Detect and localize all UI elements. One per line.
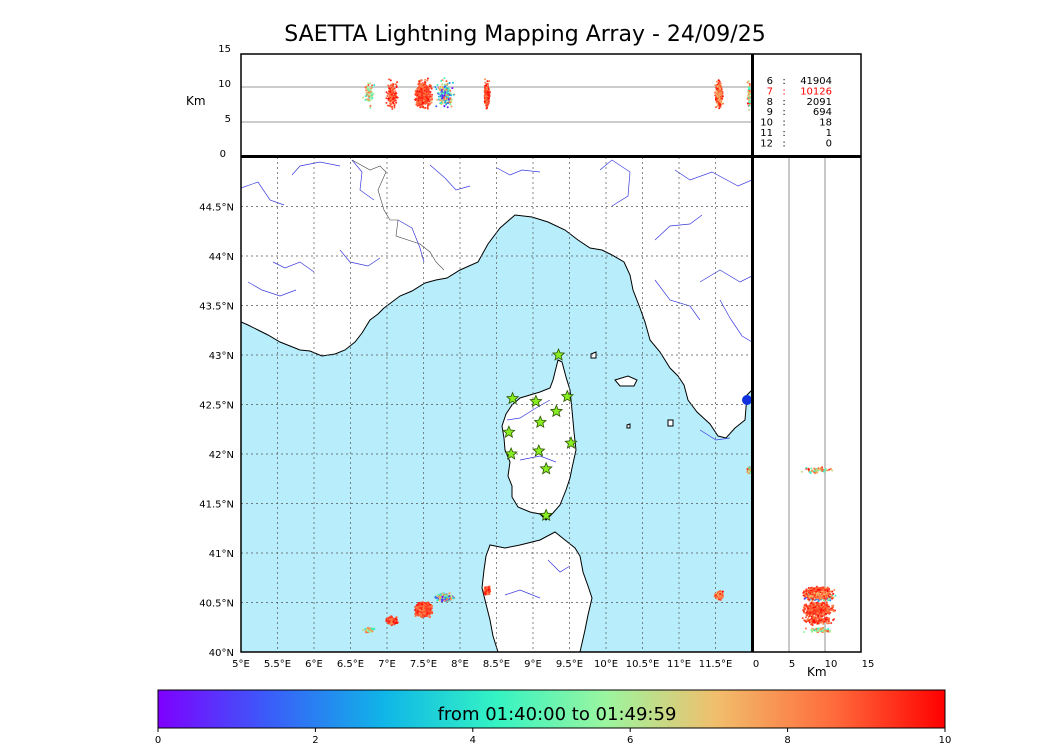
map-panel <box>241 157 752 652</box>
latitude-tick: 44°N <box>209 252 234 263</box>
station-count-separator: : <box>782 138 785 149</box>
station-count-label: 7 <box>767 86 773 97</box>
station-count-value: 0 <box>826 138 832 149</box>
station-count-panel: 6: 41904 7: 10126 8: 2091 9: 694 10: 18 11: 1 12: 0 <box>753 54 861 156</box>
latitude-tick: 43.5°N <box>199 302 234 313</box>
latitude-tick: 44.5°N <box>199 203 234 214</box>
station-count-value: 18 <box>819 118 832 129</box>
side-axis-label: Km <box>807 665 827 679</box>
colorbar-tick: 4 <box>470 735 476 746</box>
station-count-value: 10126 <box>800 86 832 97</box>
station-star <box>532 443 546 457</box>
longitude-tick: 11.5°E <box>699 659 733 670</box>
longitude-tick-labels: 5°E 5.5°E 6°E 6.5°E 7°E 7.5°E 8°E 8.5°E 9°E 9.5°E… <box>232 659 732 670</box>
station-count-value: 2091 <box>807 97 832 108</box>
national-borders <box>351 159 445 271</box>
capraia-island <box>590 351 597 359</box>
station-star <box>502 425 516 438</box>
altitude-longitude-panel <box>241 54 752 156</box>
side-lightning-points <box>800 466 837 634</box>
altitude-tick-0: 0 <box>220 149 226 160</box>
elba-island <box>614 375 638 387</box>
station-count-separator: : <box>782 107 785 118</box>
colorbar-tick: 6 <box>627 735 633 746</box>
longitude-tick: 7°E <box>378 659 396 670</box>
station-star <box>549 404 564 418</box>
colorbar-time-range-label: from 01:40:00 to 01:49:59 <box>438 704 677 725</box>
longitude-tick: 9°E <box>524 659 542 670</box>
longitude-tick: 9.5°E <box>556 659 583 670</box>
station-star <box>505 391 520 405</box>
latitude-altitude-panel <box>753 157 861 652</box>
station-count-label: 6 <box>767 76 773 87</box>
side-tick-5: 5 <box>789 659 795 670</box>
latitude-tick: 42.5°N <box>199 401 234 412</box>
longitude-tick: 6.5°E <box>337 659 364 670</box>
latitude-tick: 40°N <box>209 648 234 659</box>
edge-marker <box>742 395 752 405</box>
station-count-separator: : <box>782 97 785 108</box>
station-star <box>539 461 553 475</box>
chart-title: SAETTA Lightning Mapping Array - 24/09/2… <box>284 22 766 47</box>
longitude-tick: 8.5°E <box>483 659 510 670</box>
station-star <box>551 347 566 361</box>
sardinia-island <box>481 531 593 652</box>
station-count-label: 10 <box>760 118 773 129</box>
river-network <box>241 159 752 599</box>
map-lightning-points <box>362 395 752 634</box>
lma-stations <box>502 347 578 522</box>
station-count-label: 9 <box>767 107 773 118</box>
altitude-tick-5: 5 <box>225 114 231 125</box>
longitude-tick: 7.5°E <box>410 659 437 670</box>
colorbar-tick: 10 <box>939 735 952 746</box>
station-star <box>560 389 574 403</box>
station-count-label: 12 <box>760 138 773 149</box>
longitude-tick: 8°E <box>451 659 469 670</box>
side-tick-0: 0 <box>753 659 759 670</box>
latitude-tick-labels: 44.5°N 44°N 43.5°N 43°N 42.5°N 42°N 41.5°N 41°N… <box>199 203 234 660</box>
station-star <box>504 446 518 460</box>
side-tick-15: 15 <box>862 659 875 670</box>
map-gridlines <box>241 157 752 652</box>
latitude-tick: 43°N <box>209 351 234 362</box>
latitude-tick: 42°N <box>209 450 234 461</box>
longitude-tick: 5.5°E <box>264 659 291 670</box>
mainland-landmass <box>241 157 752 439</box>
station-count-separator: : <box>782 118 785 129</box>
station-star <box>533 415 547 429</box>
station-star <box>529 394 543 408</box>
station-count-value: 41904 <box>800 76 832 87</box>
altitude-lightning-points <box>362 77 752 111</box>
longitude-tick: 5°E <box>232 659 250 670</box>
station-star <box>539 508 553 522</box>
station-count-separator: : <box>782 86 785 97</box>
colorbar-tick-labels: 0 2 4 6 8 10 <box>155 728 952 746</box>
longitude-tick: 10.5°E <box>626 659 660 670</box>
altitude-tick-10: 10 <box>218 79 231 90</box>
time-colorbar <box>157 689 946 729</box>
latitude-tick: 41°N <box>209 549 234 560</box>
longitude-tick: 6°E <box>305 659 323 670</box>
montecristo-islet <box>626 423 631 429</box>
altitude-axis-label: Km <box>186 94 206 108</box>
colorbar-tick: 0 <box>155 735 161 746</box>
station-count-label: 11 <box>760 128 773 139</box>
station-count-separator: : <box>782 128 785 139</box>
station-count-value: 1 <box>826 128 832 139</box>
station-count-value: 694 <box>813 107 832 118</box>
corsica-island <box>501 359 577 521</box>
longitude-tick: 10°E <box>594 659 618 670</box>
colorbar-tick: 2 <box>312 735 318 746</box>
longitude-tick: 11°E <box>667 659 691 670</box>
side-tick-10: 10 <box>825 659 838 670</box>
latitude-tick: 40.5°N <box>199 599 234 610</box>
giglio-islet <box>667 419 674 427</box>
altitude-tick-15: 15 <box>218 44 231 55</box>
station-count-separator: : <box>782 76 785 87</box>
latitude-tick: 41.5°N <box>199 500 234 511</box>
colorbar-tick: 8 <box>784 735 790 746</box>
station-star <box>564 436 578 449</box>
station-count-label: 8 <box>767 97 773 108</box>
